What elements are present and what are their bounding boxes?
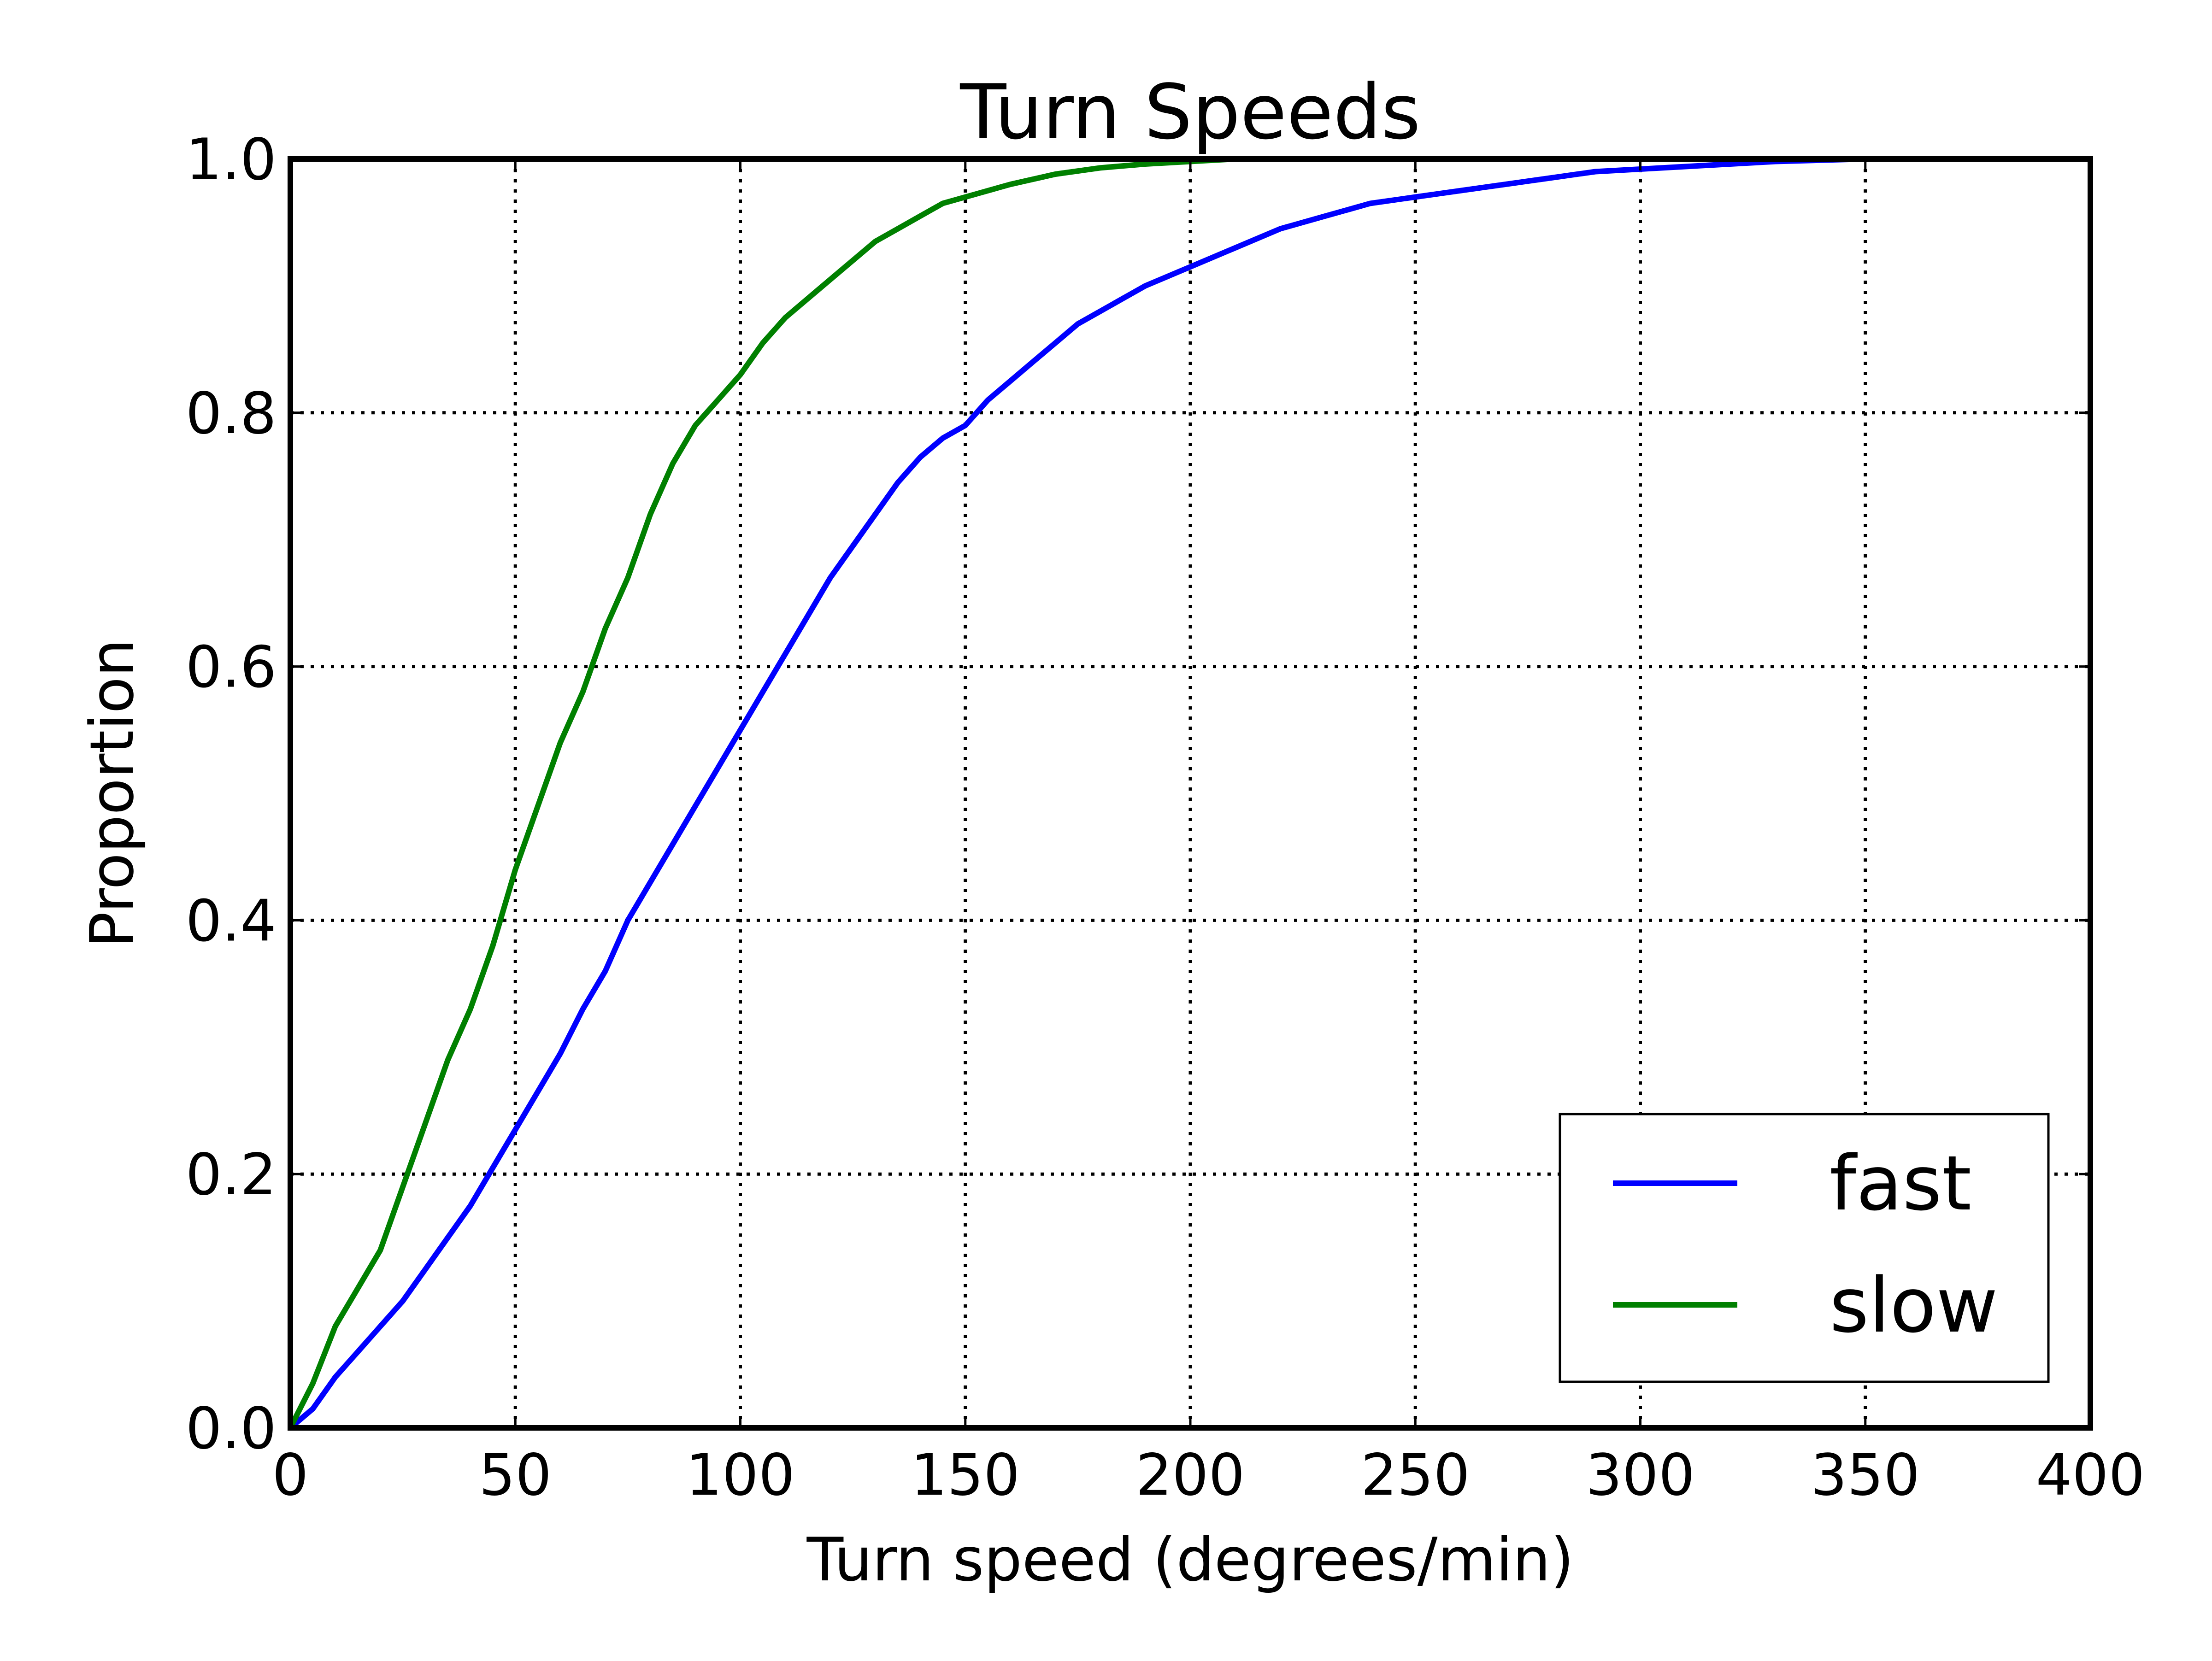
legend-label-fast: fast [1830,1139,1971,1227]
y-tick-label: 0.4 [186,888,276,954]
x-tick-label: 50 [479,1442,552,1508]
legend: fast slow [1559,1113,2050,1383]
x-axis-label: Turn speed (degrees/min) [806,1525,1574,1595]
y-tick-label: 0.6 [186,634,276,701]
data-series [288,156,1868,1431]
plot-area-frame [288,156,2093,1431]
x-tick-label: 350 [1811,1442,1920,1508]
series-line-fast [288,156,1868,1431]
x-tick-label: 100 [686,1442,795,1508]
x-tick-label: 400 [2036,1442,2145,1508]
y-tick-label: 1.0 [186,127,276,193]
y-tick-label: 0.8 [186,381,276,447]
x-tick-label: 200 [1136,1442,1245,1508]
tick-labels: 0 50 100 150 200 250 300 350 400 0.0 0.2 0.4 0.6 0.8 1… [186,127,2145,1508]
x-tick-label: 150 [911,1442,1020,1508]
y-tick-label: 0.2 [186,1142,276,1208]
x-tick-label: 300 [1586,1442,1695,1508]
chart-title: Turn Speeds [959,68,1420,156]
legend-label-slow: slow [1830,1262,1998,1350]
x-tick-label: 0 [272,1442,309,1508]
legend-box [1559,1113,2050,1383]
x-tick-label: 250 [1361,1442,1470,1508]
series-line-slow [288,156,1283,1431]
y-tick-label: 0.0 [186,1396,276,1462]
y-axis-label: Proportion [77,639,147,948]
